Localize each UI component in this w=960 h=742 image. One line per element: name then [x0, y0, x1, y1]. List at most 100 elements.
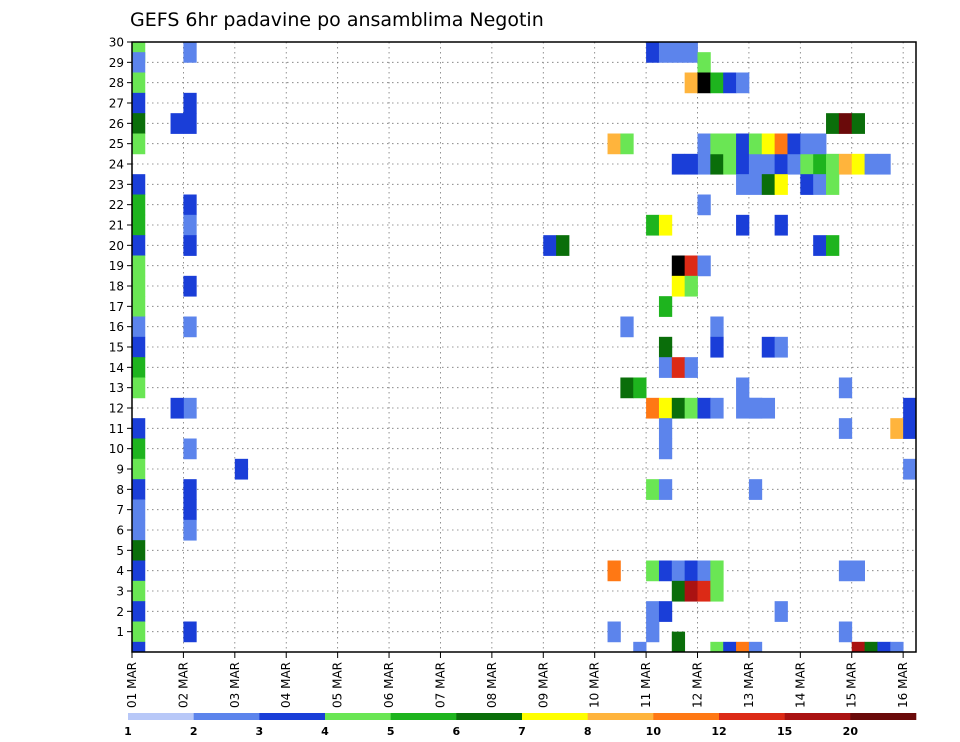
- heatmap-cell: [864, 153, 878, 175]
- heatmap-cell: [671, 580, 686, 602]
- heatmap-cell: [132, 560, 146, 582]
- heatmap-cell: [748, 641, 763, 653]
- heatmap-cell: [132, 540, 146, 561]
- heatmap-cell: [851, 153, 865, 175]
- heatmap-cell: [903, 397, 917, 419]
- heatmap-cell: [556, 235, 570, 256]
- colorbar-label: 12: [711, 725, 726, 738]
- colorbar-label: 4: [321, 725, 329, 738]
- heatmap-cell: [646, 479, 660, 500]
- heatmap-cell: [132, 418, 146, 439]
- heatmap-cell: [723, 153, 737, 175]
- y-tick-label: 22: [109, 198, 124, 212]
- heatmap-cell: [736, 153, 750, 175]
- y-axis-ticks: 1234567891011121314151617181920212223242…: [109, 36, 132, 639]
- heatmap-cell: [183, 92, 197, 114]
- heatmap-cell: [851, 560, 865, 582]
- heatmap-cell: [748, 397, 763, 419]
- heatmap-cell: [890, 641, 904, 653]
- colorbar-segment: [784, 713, 851, 720]
- y-tick-label: 10: [109, 442, 124, 456]
- heatmap-cell: [710, 72, 724, 94]
- heatmap-cell: [774, 214, 788, 236]
- heatmap-cell: [170, 113, 184, 134]
- heatmap-cell: [132, 438, 146, 460]
- y-tick-label: 2: [116, 605, 124, 619]
- heatmap-cell: [671, 42, 686, 63]
- heatmap-cell: [697, 72, 711, 94]
- colorbar-label: 6: [453, 725, 461, 738]
- heatmap-cell: [774, 174, 788, 195]
- heatmap-cell: [761, 153, 776, 175]
- heatmap-cell: [620, 316, 634, 338]
- y-tick-label: 25: [109, 137, 124, 151]
- heatmap-cell: [800, 153, 814, 175]
- heatmap-cell: [684, 397, 698, 419]
- y-tick-label: 14: [109, 361, 124, 375]
- colorbar: 1 2 3 4 5 6 7 8 10 12 15 20: [124, 713, 917, 738]
- heatmap-cell: [710, 397, 724, 419]
- heatmap-cell: [813, 153, 827, 175]
- chart-title: GEFS 6hr padavine po ansamblima Negotin: [130, 9, 544, 31]
- heatmap-cell: [736, 397, 750, 419]
- heatmap-cell: [748, 479, 763, 500]
- heatmap-cell: [710, 580, 724, 602]
- heatmap-cell: [748, 133, 763, 155]
- colorbar-segment: [128, 713, 194, 720]
- y-tick-label: 18: [109, 280, 124, 294]
- heatmap-cell: [671, 255, 686, 277]
- heatmap-cell: [183, 397, 197, 419]
- heatmap-cell: [684, 72, 698, 94]
- heatmap-cell: [183, 499, 197, 521]
- heatmap-cell: [826, 113, 840, 134]
- heatmap-cell: [774, 153, 788, 175]
- y-tick-label: 28: [109, 76, 124, 90]
- colorbar-label: 3: [256, 725, 264, 738]
- y-tick-label: 9: [116, 463, 124, 477]
- heatmap-cell: [736, 377, 750, 399]
- colorbar-label: 8: [584, 725, 592, 738]
- y-tick-label: 12: [109, 402, 124, 416]
- x-tick-label: 15 MAR: [845, 662, 859, 708]
- heatmap-cell: [132, 458, 146, 480]
- heatmap-cell: [646, 601, 660, 622]
- heatmap-cell: [132, 479, 146, 500]
- heatmap-cell: [671, 560, 686, 582]
- heatmap-cell: [774, 133, 788, 155]
- heatmap-cell: [697, 52, 711, 73]
- heatmap-cell: [234, 458, 249, 480]
- heatmap-cell: [658, 296, 673, 317]
- heatmap-cell: [813, 235, 827, 256]
- y-tick-label: 16: [109, 320, 124, 334]
- heatmap-cell: [658, 42, 673, 63]
- heatmap-cell: [710, 316, 724, 338]
- heatmap-cell: [851, 113, 865, 134]
- y-tick-label: 21: [109, 219, 124, 233]
- heatmap-cell: [183, 438, 197, 460]
- heatmap-cell: [736, 641, 750, 653]
- heatmap-cell: [774, 601, 788, 622]
- y-tick-label: 23: [109, 178, 124, 192]
- heatmap-cell: [132, 641, 146, 653]
- heatmap-cell: [697, 194, 711, 216]
- heatmap-cell: [684, 580, 698, 602]
- heatmap-cell: [787, 153, 801, 175]
- heatmap-cell: [620, 377, 634, 399]
- heatmap-cell: [851, 641, 865, 653]
- heatmap-cell: [761, 174, 776, 195]
- heatmap-cell: [658, 438, 673, 460]
- heatmap-cell: [723, 641, 737, 653]
- heatmap-cell: [838, 418, 853, 439]
- colorbar-label: 2: [190, 725, 198, 738]
- x-tick-label: 09 MAR: [536, 662, 550, 708]
- heatmap-cell: [877, 641, 891, 653]
- heatmap-cell: [132, 194, 146, 216]
- heatmap-cell: [658, 560, 673, 582]
- heatmap-cell: [132, 621, 146, 643]
- heatmap-cell: [658, 418, 673, 439]
- heatmap-cell: [697, 133, 711, 155]
- colorbar-segment: [587, 713, 654, 720]
- x-tick-label: 01 MAR: [125, 662, 139, 708]
- colorbar-label: 7: [518, 725, 526, 738]
- heatmap-cell: [183, 42, 197, 63]
